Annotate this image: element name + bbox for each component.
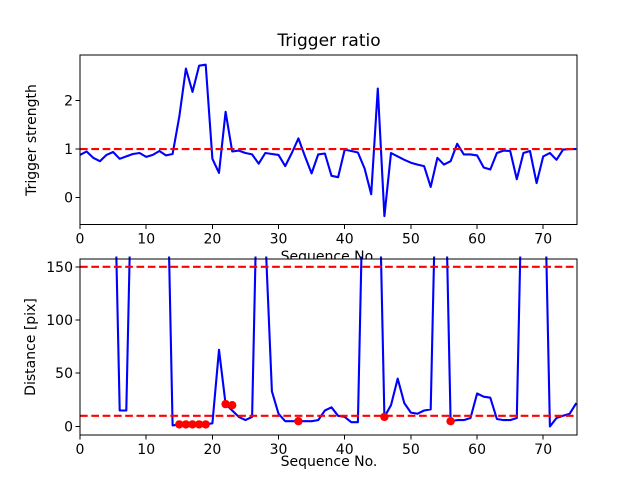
x-tick-label: 60 [468,442,486,458]
axes-background [80,55,577,225]
marker-dot [175,420,184,429]
marker-dot [380,412,389,422]
x-tick-label: 50 [402,442,420,458]
trigger_strength-line [80,63,577,218]
x-tick-label: 10 [137,442,155,458]
x-tick-label: 30 [270,231,288,247]
y-tick-label: 50 [55,366,73,382]
x-tick-label: 0 [76,231,85,247]
distance-line [115,256,577,428]
x-tick-label: 70 [534,442,552,458]
x-tick-label: 20 [203,231,221,247]
x-tick-label: 40 [336,231,354,247]
marker-dot [188,420,197,429]
x-tick-label: 10 [137,231,155,247]
y-tick-label: 0 [64,420,73,436]
bottom-ylabel: Distance [pix] [23,298,39,396]
x-tick-label: 30 [270,442,288,458]
y-tick-label: 1 [64,142,73,158]
marker-dot [181,420,191,429]
x-tick-label: 0 [76,442,85,458]
y-tick-label: 0 [64,191,73,207]
marker-dot [446,417,455,426]
top-ylabel: Trigger strength [24,84,40,196]
marker-dot [294,417,303,426]
x-tick-label: 20 [203,442,221,458]
marker-dot [194,420,204,429]
axes-frame [79,258,578,436]
chart-title: Trigger ratio [277,31,381,51]
marker-dot [201,420,210,429]
x-tick-label: 50 [402,231,420,247]
x-tick-label: 40 [336,442,354,458]
y-tick-label: 150 [46,260,73,276]
axes-background [80,259,577,435]
x-tick-label: 70 [534,231,552,247]
y-tick-label: 2 [64,94,73,110]
axes-frame [79,54,578,225]
x-tick-label: 60 [468,231,486,247]
y-tick-label: 100 [46,313,73,329]
bottom-xlabel: Sequence No. [280,454,378,470]
marker-dot [221,399,230,409]
marker-dot [228,401,237,410]
